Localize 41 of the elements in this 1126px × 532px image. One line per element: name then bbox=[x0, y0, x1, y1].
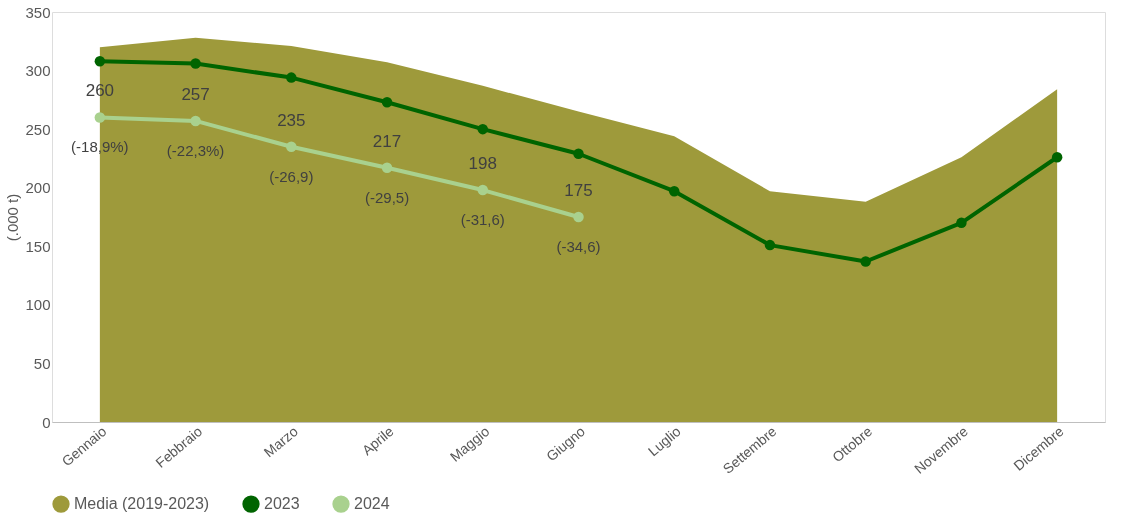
point bbox=[956, 217, 967, 229]
point bbox=[668, 185, 680, 197]
data-label: 175 bbox=[564, 181, 593, 200]
point bbox=[381, 162, 393, 174]
annotation: (-22,3%) bbox=[166, 141, 225, 159]
point bbox=[573, 211, 584, 223]
point bbox=[381, 96, 393, 108]
data-label: 235 bbox=[277, 110, 306, 130]
y-tick-label: 350 bbox=[25, 3, 51, 21]
point bbox=[477, 123, 489, 135]
y-tick-label: 200 bbox=[25, 179, 51, 197]
annotation: (-29,5) bbox=[364, 188, 410, 206]
point bbox=[94, 55, 106, 67]
point bbox=[764, 239, 776, 251]
point bbox=[573, 148, 584, 159]
point bbox=[1051, 152, 1063, 163]
point bbox=[477, 184, 489, 196]
annotation: (-26,9) bbox=[269, 167, 314, 185]
y-tick-label: 150 bbox=[25, 237, 51, 255]
data-label: 260 bbox=[85, 81, 115, 101]
point bbox=[94, 112, 106, 123]
data-label: 257 bbox=[181, 84, 210, 104]
y-tick-label: 50 bbox=[33, 354, 51, 372]
annotation: (-34,6) bbox=[556, 238, 601, 255]
y-tick-label: 300 bbox=[25, 62, 51, 80]
legend-label: 2024 bbox=[354, 495, 390, 513]
annotation: (-18,9%) bbox=[71, 138, 129, 156]
point bbox=[860, 256, 871, 267]
y-tick-label: 250 bbox=[25, 120, 51, 138]
y-tick-label: 100 bbox=[25, 296, 51, 314]
annotation: (-31,6) bbox=[460, 211, 505, 229]
legend-label: 2023 bbox=[264, 495, 300, 513]
point bbox=[190, 58, 201, 69]
point bbox=[190, 115, 201, 127]
point bbox=[286, 72, 297, 83]
data-label: 217 bbox=[372, 131, 402, 151]
point bbox=[286, 141, 297, 152]
legend-label: Media (2019-2023) bbox=[74, 495, 210, 513]
y-tick-label: 0 bbox=[42, 413, 51, 431]
data-label: 198 bbox=[468, 154, 497, 174]
y-axis-title: (.000 t) bbox=[4, 193, 22, 242]
